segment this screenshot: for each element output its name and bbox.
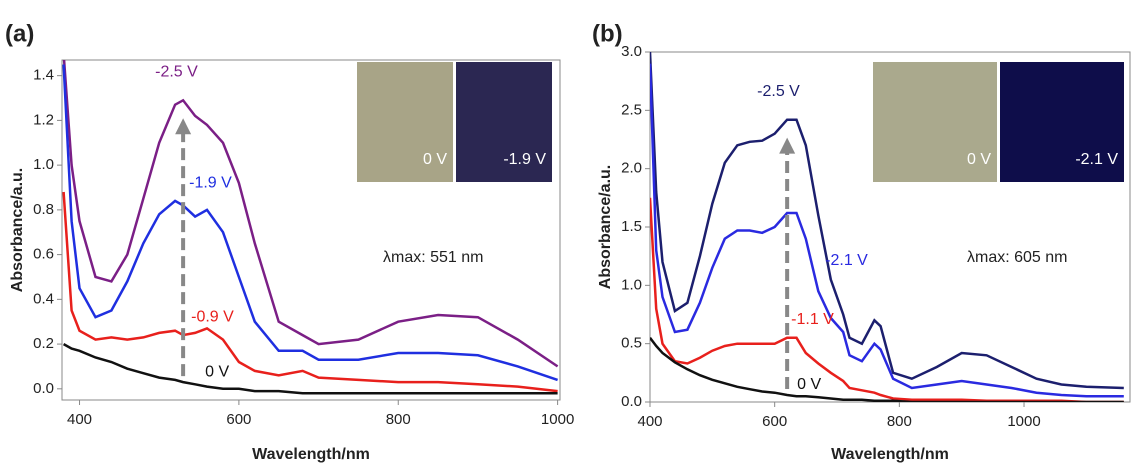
series-line <box>62 60 559 368</box>
inset-photo <box>357 62 453 182</box>
y-axis-title: Absorbance/a.u. <box>9 168 26 292</box>
series-name: -0.9 V <box>191 308 234 325</box>
series-name: -2.5 V <box>155 63 198 80</box>
inset-photo <box>1000 62 1124 182</box>
y-tick-label: 3.0 <box>621 43 642 60</box>
inset-label: -2.1 V <box>1075 151 1118 168</box>
lambda-max: λmax: 551 nm <box>383 249 483 266</box>
series-name: 0 V <box>205 363 229 380</box>
x-tick-label: 600 <box>762 413 787 430</box>
y-tick-label: 0.5 <box>621 335 642 352</box>
inset-label: -1.9 V <box>503 151 546 168</box>
series-line <box>62 64 559 382</box>
y-tick-label: 1.4 <box>33 67 54 84</box>
y-tick-label: 0.6 <box>33 246 54 263</box>
y-tick-label: 0.0 <box>621 393 642 410</box>
arrow-head <box>175 118 192 135</box>
x-tick-label: 400 <box>637 413 662 430</box>
series-name: -2.1 V <box>825 252 868 269</box>
series-line <box>650 63 1124 398</box>
lambda-max: λmax: 605 nm <box>967 249 1067 266</box>
series-name: 0 V <box>797 376 821 393</box>
inset-label: 0 V <box>967 151 991 168</box>
panel-label: (b) <box>592 20 623 47</box>
x-tick-label: 800 <box>386 411 411 428</box>
y-tick-label: 0.8 <box>33 201 54 218</box>
arrow-head <box>779 137 796 154</box>
panel-label: (a) <box>5 20 34 47</box>
y-tick-label: 2.5 <box>621 101 642 118</box>
series-name: -1.9 V <box>189 175 232 192</box>
y-tick-label: 1.2 <box>33 111 54 128</box>
y-tick-label: 1.5 <box>621 218 642 235</box>
y-tick-label: 0.4 <box>33 290 54 307</box>
series-line <box>650 337 1124 402</box>
plot-frame <box>61 59 561 401</box>
series-line <box>650 197 1124 402</box>
y-axis-title: Absorbance/a.u. <box>597 165 614 289</box>
series-name: -1.1 V <box>791 311 834 328</box>
x-axis-title: Wavelength/nm <box>831 446 949 463</box>
x-tick-label: 1000 <box>541 411 574 428</box>
series-line <box>650 52 1124 390</box>
series-name: -2.5 V <box>757 83 800 100</box>
y-tick-label: 1.0 <box>33 156 54 173</box>
inset-photo <box>873 62 997 182</box>
x-tick-label: 600 <box>226 411 251 428</box>
y-tick-label: 0.0 <box>33 380 54 397</box>
x-tick-label: 800 <box>887 413 912 430</box>
y-tick-label: 1.0 <box>621 276 642 293</box>
x-tick-label: 400 <box>67 411 92 428</box>
series-line <box>62 343 558 395</box>
x-axis-title: Wavelength/nm <box>252 446 370 463</box>
inset-label: 0 V <box>423 151 447 168</box>
series-line <box>62 191 558 393</box>
inset-photo <box>456 62 552 182</box>
x-tick-label: 1000 <box>1007 413 1040 430</box>
y-tick-label: 0.2 <box>33 335 54 352</box>
y-tick-label: 2.0 <box>621 160 642 177</box>
